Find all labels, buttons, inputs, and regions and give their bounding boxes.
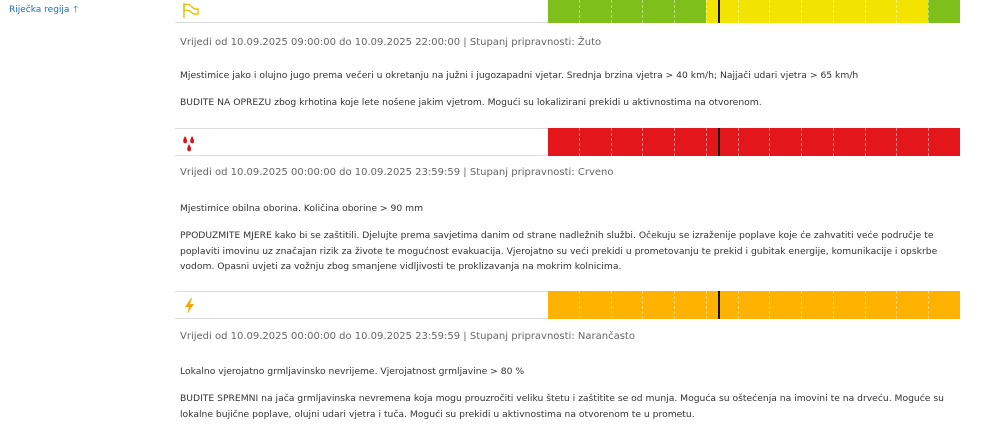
timeline-segment — [864, 128, 897, 156]
timeline-segment — [610, 0, 643, 23]
timeline-segment — [896, 0, 929, 23]
warning-bar-wind[interactable] — [175, 0, 960, 23]
validity-text: Vrijedi od 10.09.2025 00:00:00 do 10.09.… — [180, 331, 635, 342]
timeline-segment — [674, 128, 706, 156]
timeline-segment — [801, 128, 833, 156]
timeline-segment — [801, 291, 833, 319]
timeline-segment — [642, 291, 675, 319]
validity-text: Vrijedi od 10.09.2025 09:00:00 do 10.09.… — [180, 37, 602, 48]
warning-advice: PPODUZMITE MJERE kako bi se zaštitili. D… — [180, 230, 938, 272]
warning-bar-thunderstorm[interactable] — [175, 291, 960, 319]
timeline-segment — [769, 291, 802, 319]
warning-description: Mjestimice obilna oborina. Količina obor… — [180, 203, 424, 214]
current-time-marker — [718, 291, 720, 319]
warning-timeline — [548, 128, 960, 156]
warning-bar-rain[interactable] — [175, 128, 960, 156]
timeline-segment — [578, 0, 611, 23]
timeline-segment — [769, 0, 802, 23]
current-time-marker — [718, 0, 720, 23]
timeline-segment — [548, 291, 579, 319]
timeline-segment — [832, 128, 865, 156]
timeline-segment — [832, 0, 865, 23]
region-link-label: Riječka regija — [9, 5, 70, 15]
timeline-segment — [737, 0, 770, 23]
timeline-segment — [642, 128, 675, 156]
warning-advice: BUDITE SPREMNI na jača grmljavinska nevr… — [180, 393, 944, 420]
timeline-segment — [737, 128, 770, 156]
timeline-segment — [548, 128, 579, 156]
rain-drops-icon — [180, 133, 200, 153]
timeline-segment — [737, 291, 770, 319]
timeline-segment — [705, 0, 738, 23]
timeline-segment — [832, 291, 865, 319]
timeline-segment — [610, 128, 643, 156]
timeline-segment — [864, 0, 897, 23]
warning-description: Mjestimice jako i olujno jugo prema veče… — [180, 70, 859, 81]
warning-description: Lokalno vjerojatno grmljavinsko nevrijem… — [180, 366, 525, 377]
timeline-segment — [928, 291, 960, 319]
lightning-icon — [180, 296, 200, 316]
timeline-segment — [610, 291, 643, 319]
timeline-segment — [705, 291, 738, 319]
timeline-segment — [705, 128, 738, 156]
warning-timeline — [548, 0, 960, 23]
timeline-segment — [864, 291, 897, 319]
timeline-segment — [896, 128, 929, 156]
timeline-segment — [674, 291, 706, 319]
timeline-segment — [674, 0, 706, 23]
warning-timeline — [548, 291, 960, 319]
timeline-segment — [801, 0, 833, 23]
timeline-segment — [548, 0, 579, 23]
timeline-segment — [928, 0, 960, 23]
validity-text: Vrijedi od 10.09.2025 00:00:00 do 10.09.… — [180, 167, 614, 178]
timeline-segment — [578, 291, 611, 319]
timeline-segment — [769, 128, 802, 156]
current-time-marker — [718, 128, 720, 156]
arrow-up-icon: 🡑 — [73, 5, 79, 15]
region-link[interactable]: Riječka regija 🡑 — [9, 2, 78, 18]
timeline-segment — [578, 128, 611, 156]
timeline-segment — [642, 0, 675, 23]
wind-flag-icon — [180, 0, 200, 20]
timeline-segment — [928, 128, 960, 156]
timeline-segment — [896, 291, 929, 319]
warning-advice: BUDITE NA OPREZU zbog krhotina koje lete… — [180, 97, 762, 108]
